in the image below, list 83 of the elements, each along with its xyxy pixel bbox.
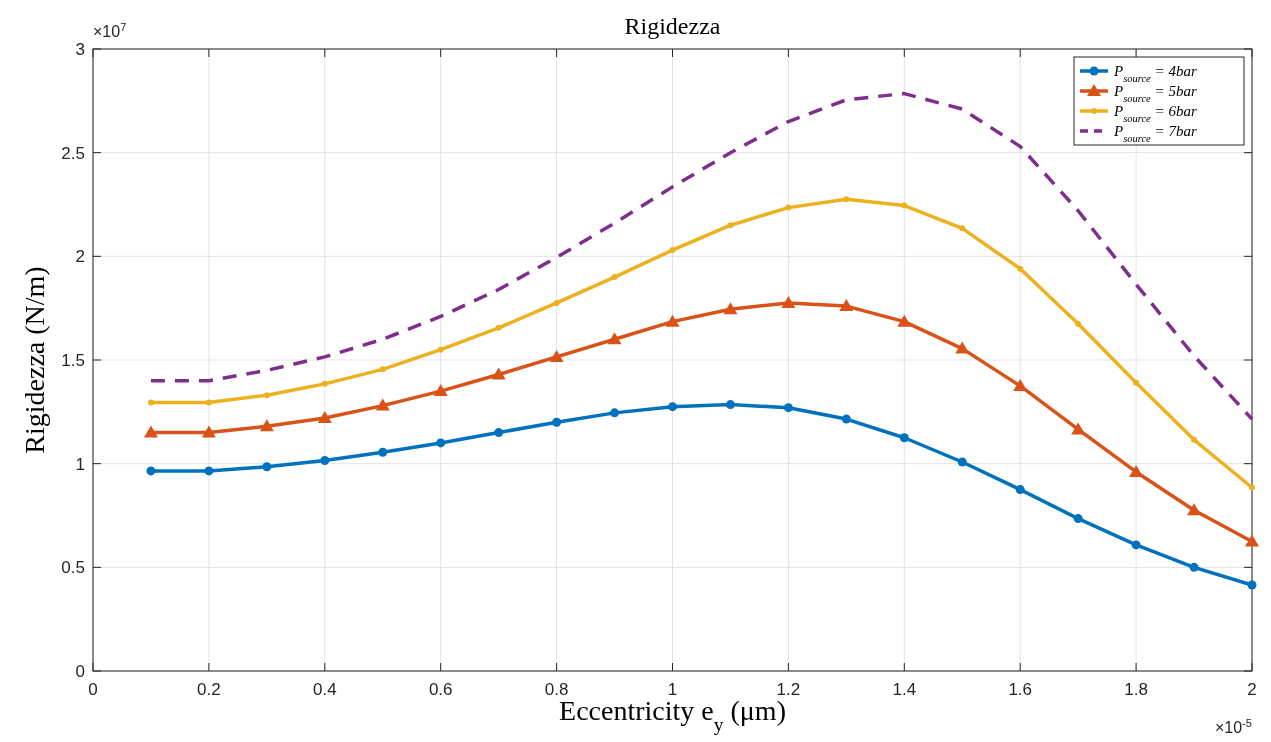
point bbox=[1073, 514, 1083, 524]
point bbox=[959, 225, 966, 232]
point bbox=[320, 456, 330, 466]
point bbox=[901, 202, 908, 209]
point bbox=[723, 302, 738, 315]
point bbox=[783, 403, 793, 413]
point bbox=[379, 366, 386, 373]
point bbox=[899, 433, 909, 443]
point bbox=[607, 332, 622, 345]
point bbox=[147, 399, 154, 406]
legend-label: P$_{source}$ = 5bar bbox=[1113, 83, 1197, 104]
x-tick-label: 2 bbox=[1247, 680, 1257, 699]
point bbox=[1071, 422, 1086, 435]
x-tick-label: 0.4 bbox=[312, 680, 337, 699]
point bbox=[205, 399, 212, 406]
point bbox=[553, 299, 560, 306]
point bbox=[1189, 562, 1199, 572]
point bbox=[1017, 265, 1024, 272]
point bbox=[1131, 540, 1141, 550]
point bbox=[957, 457, 967, 467]
chart-title: Rigidezza bbox=[624, 13, 721, 39]
point bbox=[955, 341, 970, 354]
point bbox=[668, 402, 677, 412]
point bbox=[494, 428, 504, 438]
point bbox=[1075, 320, 1082, 327]
y-tick-label: 1.5 bbox=[61, 351, 85, 370]
point bbox=[204, 466, 214, 476]
text: ×10$^{-5}$ bbox=[1214, 717, 1252, 736]
y-tick-label: 3 bbox=[75, 40, 85, 59]
point bbox=[611, 274, 618, 281]
point bbox=[725, 400, 735, 410]
point bbox=[839, 299, 854, 312]
text: ×10$^{7}$ bbox=[93, 21, 127, 40]
point bbox=[201, 425, 216, 438]
point bbox=[727, 222, 734, 229]
x-tick-label: 1.4 bbox=[892, 680, 917, 699]
legend-label: P$_{source}$ = 7bar bbox=[1113, 123, 1197, 144]
x-tick-label: 0.2 bbox=[197, 680, 221, 699]
point bbox=[841, 414, 851, 424]
y-tick-label: 2.5 bbox=[61, 143, 85, 163]
point bbox=[317, 411, 332, 424]
x-tick-label: 0 bbox=[88, 680, 98, 699]
point bbox=[375, 398, 390, 411]
x-tick-label: 1.6 bbox=[1008, 680, 1033, 699]
point bbox=[1245, 534, 1259, 547]
point bbox=[321, 380, 328, 387]
point bbox=[549, 349, 564, 362]
point bbox=[610, 408, 620, 418]
point bbox=[1015, 485, 1025, 495]
point bbox=[897, 314, 912, 327]
point bbox=[437, 346, 444, 353]
point bbox=[552, 417, 562, 427]
point bbox=[1129, 464, 1144, 477]
x-tick-label: 1.8 bbox=[1124, 680, 1148, 699]
y-axis-title: Rigidezza (N/m) bbox=[19, 266, 50, 454]
y-tick-label: 1 bbox=[75, 454, 85, 474]
point bbox=[143, 425, 158, 438]
point bbox=[669, 247, 676, 254]
point bbox=[1191, 436, 1198, 443]
point bbox=[1013, 378, 1028, 391]
point bbox=[665, 314, 680, 327]
point bbox=[146, 466, 156, 476]
point bbox=[785, 204, 792, 211]
point bbox=[1249, 484, 1255, 491]
point bbox=[1247, 580, 1257, 590]
point bbox=[262, 462, 272, 472]
point bbox=[495, 324, 502, 331]
y-tick-label: 2 bbox=[75, 247, 85, 267]
point bbox=[433, 384, 448, 397]
point bbox=[843, 196, 850, 203]
point bbox=[259, 419, 274, 432]
x-tick-label: 0.6 bbox=[428, 680, 453, 699]
point bbox=[1133, 379, 1140, 386]
point bbox=[436, 438, 446, 448]
point bbox=[491, 367, 506, 380]
legend-label: P$_{source}$ = 6bar bbox=[1113, 103, 1197, 124]
y-tick-label: 0.5 bbox=[61, 558, 85, 578]
point bbox=[378, 447, 388, 457]
y-tick-label: 0 bbox=[75, 662, 85, 681]
point bbox=[263, 392, 270, 399]
point bbox=[1187, 503, 1202, 516]
point bbox=[781, 295, 796, 308]
legend-label: P$_{source}$ = 4bar bbox=[1113, 63, 1197, 84]
